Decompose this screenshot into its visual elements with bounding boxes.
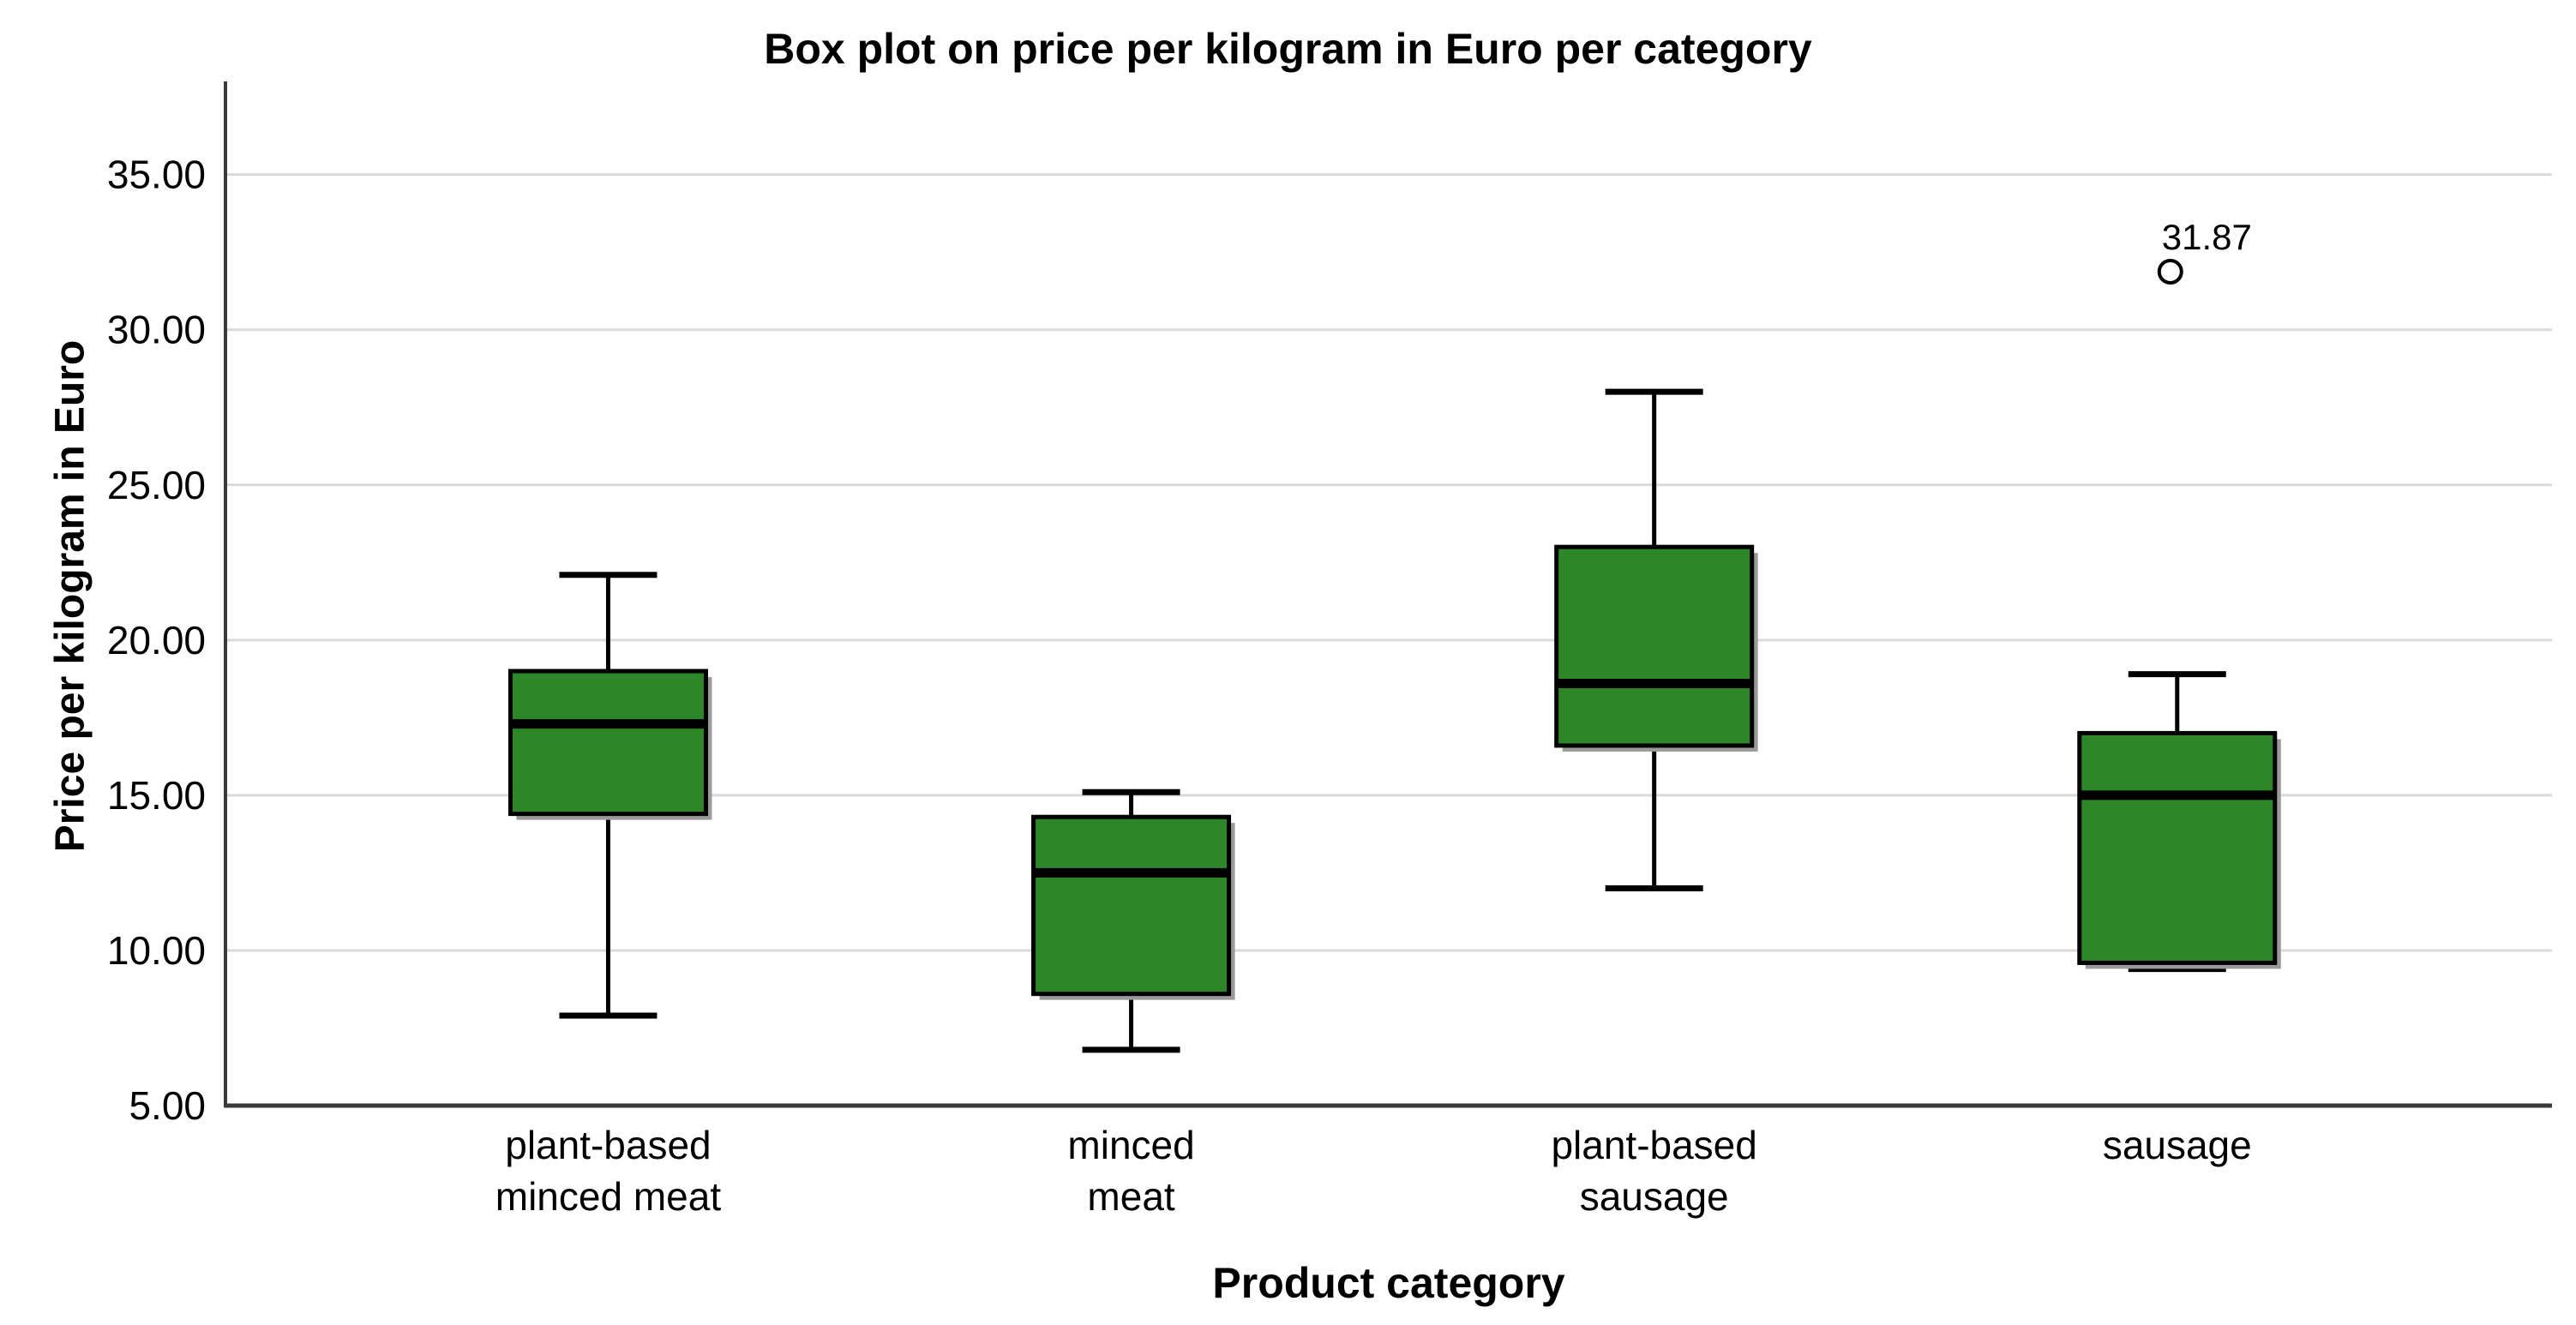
y-tick-label: 25.00	[107, 463, 206, 507]
y-tick-label: 20.00	[107, 618, 206, 662]
box-plant-based-sausage	[1554, 544, 1755, 748]
category-label-minced-meat: meat	[1087, 1174, 1174, 1219]
category-label-plant-based-minced-meat: minced meat	[495, 1174, 722, 1219]
y-tick-label: 35.00	[107, 153, 206, 197]
y-tick-label: 10.00	[107, 928, 206, 973]
chart-title: Box plot on price per kilogram in Euro p…	[764, 25, 1812, 73]
outlier-label-sausage: 31.87	[2162, 217, 2252, 257]
outlier-circle-sausage	[2157, 258, 2183, 285]
category-label-plant-based-minced-meat: plant-based	[505, 1123, 711, 1167]
y-tick-label: 15.00	[107, 773, 206, 818]
box-plant-based-minced-meat	[507, 668, 708, 817]
y-tick-label: 5.00	[129, 1083, 206, 1128]
x-axis-title: Product category	[1212, 1259, 1565, 1307]
box-minced-meat	[1031, 814, 1232, 997]
category-label-sausage: sausage	[2103, 1123, 2252, 1167]
category-label-plant-based-sausage: plant-based	[1551, 1123, 1756, 1167]
box-sausage	[2077, 730, 2278, 965]
y-tick-label: 30.00	[107, 308, 206, 352]
category-label-plant-based-sausage: sausage	[1580, 1174, 1729, 1219]
category-label-minced-meat: minced	[1067, 1123, 1194, 1167]
